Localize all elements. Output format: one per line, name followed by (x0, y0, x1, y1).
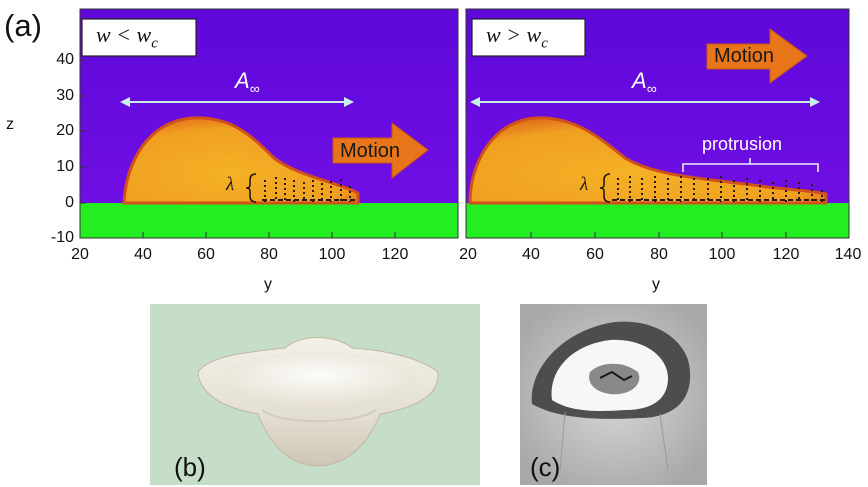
right-plot-tick-marks (530, 232, 787, 238)
left-plot-wavelength-bracket (245, 173, 257, 203)
left-plot-motion-label: Motion (340, 140, 401, 162)
left-plot-ytick-0: 0 (65, 194, 74, 211)
left-plot-ytick-40: 40 (56, 51, 74, 68)
left-plot-ylabel: z (6, 116, 14, 133)
right-plot-motion-label: Motion (714, 45, 775, 67)
right-plot-wavelength-label: λ (580, 174, 589, 195)
right-plot-xtick-40: 40 (522, 246, 540, 263)
right-plot-protrusion-bracket (682, 158, 819, 172)
panel-label-a: (a) (4, 8, 42, 43)
left-plot-filaments (262, 177, 356, 202)
panel-label-b: (b) (174, 452, 206, 482)
right-plot-wavelength-bracket (599, 173, 611, 203)
right-plot-motion-arrow (706, 28, 808, 84)
left-plot-ytick-30: 30 (56, 87, 74, 104)
right-plot-condition-box (471, 18, 586, 57)
left-plot-motion-arrow (332, 122, 429, 180)
left-plot-length-sub: ∞ (249, 80, 260, 97)
right-plot-frame (465, 8, 850, 239)
panel-label-c: (c) (530, 452, 561, 482)
panel-c-micrograph (520, 304, 707, 485)
left-plot-length-text: A (235, 68, 250, 93)
left-plot-wavelength-label: λ (226, 174, 235, 195)
panel-b-cell-model (150, 304, 480, 485)
left-plot-length-label: A∞ (235, 68, 260, 96)
left-plot-xtick-20: 20 (71, 246, 89, 263)
left-plot-condition-label: w < wc (96, 22, 158, 52)
right-plot-filaments (612, 176, 825, 202)
right-plot-cell-body (468, 116, 828, 205)
left-plot-ytick-10: 10 (56, 158, 74, 175)
left-plot-cell-body (122, 116, 360, 205)
left-plot (79, 8, 459, 239)
right-plot-xtick-120: 120 (772, 246, 800, 263)
left-plot-xtick-100: 100 (318, 246, 346, 263)
left-plot-ytick-neg10: -10 (50, 229, 74, 246)
right-plot-length-text: A (632, 68, 647, 93)
right-plot-xtick-100: 100 (708, 246, 736, 263)
right-plot (465, 8, 850, 239)
left-plot-condition-text: w < w (96, 22, 152, 47)
right-plot-substrate (466, 203, 849, 238)
right-plot-condition-label: w > wc (486, 22, 548, 52)
right-plot-xtick-140: 140 (834, 246, 862, 263)
right-plot-length-arrow (470, 97, 820, 107)
left-plot-condition-sub: c (151, 35, 158, 52)
left-plot-xtick-60: 60 (197, 246, 215, 263)
right-plot-length-sub: ∞ (646, 80, 657, 97)
right-plot-condition-text: w > w (486, 22, 542, 47)
left-plot-xlabel: y (264, 276, 272, 293)
left-plot-tick-marks (80, 59, 396, 238)
left-plot-length-arrow (120, 97, 354, 107)
right-plot-length-label: A∞ (632, 68, 657, 96)
right-plot-protrusion-label: protrusion (702, 134, 783, 154)
right-plot-xtick-20: 20 (459, 246, 477, 263)
left-plot-xtick-40: 40 (134, 246, 152, 263)
right-plot-condition-sub: c (541, 35, 548, 52)
left-plot-xtick-80: 80 (260, 246, 278, 263)
left-plot-condition-box (81, 18, 197, 57)
right-plot-xtick-60: 60 (586, 246, 604, 263)
left-plot-ytick-20: 20 (56, 122, 74, 139)
right-plot-xlabel: y (652, 276, 660, 293)
left-plot-xtick-120: 120 (381, 246, 409, 263)
right-plot-xtick-80: 80 (650, 246, 668, 263)
